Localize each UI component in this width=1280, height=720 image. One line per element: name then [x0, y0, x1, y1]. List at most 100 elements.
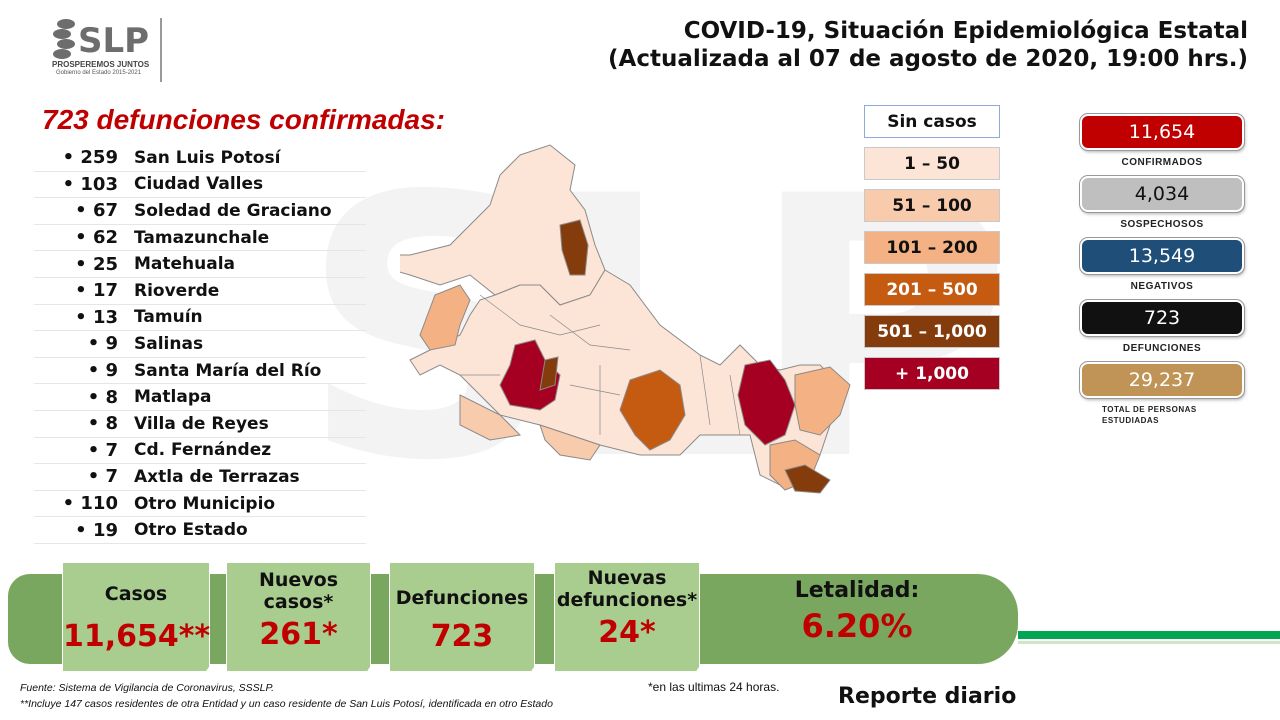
municipality-name: Tamuín: [134, 307, 203, 328]
municipality-name: Salinas: [134, 333, 204, 354]
municipality-deaths: • 8: [87, 386, 118, 408]
municipality-name: Matlapa: [134, 387, 212, 408]
card-nuevas-def-value: 24*: [598, 615, 656, 650]
municipality-name: Cd. Fernández: [134, 440, 272, 461]
stat-label: CONFIRMADOS: [1121, 157, 1203, 168]
municipality-row: • 19 Otro Estado: [34, 517, 366, 544]
municipality-row: • 17 Rioverde: [34, 278, 366, 305]
letalidad-block: Letalidad: 6.20%: [752, 578, 962, 645]
decor-green-line: [1018, 631, 1280, 639]
summary-stats: 11,654 CONFIRMADOS 4,034 SOSPECHOSOS 13,549 N…: [1079, 113, 1245, 428]
municipality-deaths: • 67: [75, 200, 118, 222]
report-label: Reporte diario: [838, 684, 1017, 709]
municipality-deaths: • 9: [87, 333, 118, 355]
stat-value: 4,034: [1079, 175, 1245, 213]
title-line-1: COVID-19, Situación Epidemiológica Estat…: [683, 18, 1248, 44]
municipality-deaths: • 17: [75, 280, 118, 302]
logo-divider: [160, 18, 162, 82]
map-region-tamazunchale: [784, 464, 831, 494]
stat-value: 29,237: [1079, 361, 1245, 399]
map-region-south: [539, 424, 601, 461]
map-region-west: [459, 394, 522, 441]
municipality-row: • 67 Soledad de Graciano: [34, 198, 366, 225]
municipality-deaths: • 19: [75, 519, 118, 541]
logo-text: SLP: [78, 21, 149, 61]
stat-label: TOTAL DE PERSONAS ESTUDIADAS: [1102, 405, 1197, 425]
footer-note: **Incluye 147 casos residentes de otra E…: [20, 698, 553, 710]
municipality-name: Villa de Reyes: [134, 413, 269, 434]
stat-label: DEFUNCIONES: [1122, 343, 1202, 354]
card-nuevas-defunciones: Nuevas defunciones* 24*: [554, 562, 700, 672]
municipality-name: Santa María del Río: [134, 360, 322, 381]
municipality-deaths: • 62: [75, 227, 118, 249]
state-choropleth-map: [400, 144, 851, 494]
card-casos-label: Casos: [104, 583, 168, 605]
map-region-plaza: [419, 284, 471, 351]
legend-item: 101 – 200: [864, 231, 1000, 264]
municipality-name: Axtla de Terrazas: [134, 466, 300, 487]
municipality-deaths: • 9: [87, 360, 118, 382]
stat-label: SOSPECHOSOS: [1120, 219, 1204, 230]
municipality-row: • 103 Ciudad Valles: [34, 172, 366, 199]
stat-value: 13,549: [1079, 237, 1245, 275]
map-legend: Sin casos 1 – 50 51 – 100 101 – 200 201 – 50…: [864, 105, 1000, 399]
card-nuevos-casos: Nuevos casos* 261*: [226, 562, 371, 672]
municipality-row: • 259 San Luis Potosí: [34, 145, 366, 172]
card-nuevas-def-label: Nuevas defunciones*: [556, 567, 698, 611]
municipality-name: Tamazunchale: [134, 227, 270, 248]
municipality-name: Soledad de Graciano: [134, 200, 332, 221]
municipality-row: • 13 Tamuín: [34, 305, 366, 332]
municipality-row: • 62 Tamazunchale: [34, 225, 366, 252]
card-casos-value: 11,654**: [63, 619, 211, 654]
municipality-deaths: • 7: [87, 466, 118, 488]
slp-logo: SLP: [53, 19, 149, 61]
legend-item: 51 – 100: [864, 189, 1000, 222]
municipality-deaths: • 13: [75, 306, 118, 328]
municipality-name: Ciudad Valles: [134, 174, 264, 195]
footer-note-24h: *en las ultimas 24 horas.: [648, 680, 780, 694]
map-region-valles: [737, 359, 796, 446]
deaths-by-municipality-list: • 259 San Luis Potosí • 103 Ciudad Valles • …: [34, 145, 366, 544]
municipality-deaths: • 25: [75, 253, 118, 275]
stat-value: 11,654: [1079, 113, 1245, 151]
card-nuevos-value: 261*: [259, 617, 338, 652]
map-region-soledad: [539, 356, 559, 391]
card-casos: Casos 11,654**: [62, 562, 210, 672]
map-region-matehuala: [559, 219, 589, 276]
legend-item: 501 – 1,000: [864, 315, 1000, 348]
municipality-row: • 8 Villa de Reyes: [34, 411, 366, 438]
municipality-row: • 7 Axtla de Terrazas: [34, 464, 366, 491]
card-defunciones: Defunciones 723: [389, 562, 535, 672]
municipality-row: • 7 Cd. Fernández: [34, 438, 366, 465]
map-region-slp-capital: [499, 339, 561, 411]
map-region-rioverde: [619, 369, 686, 451]
logo-tagline: PROSPEREMOS JUNTOS: [52, 60, 150, 69]
legend-item: 1 – 50: [864, 147, 1000, 180]
stat-value: 723: [1079, 299, 1245, 337]
decor-green-line-light: [1018, 641, 1280, 644]
legend-item: 201 – 500: [864, 273, 1000, 306]
municipality-name: Matehuala: [134, 254, 236, 275]
municipality-deaths: • 110: [62, 493, 118, 515]
municipality-deaths: • 8: [87, 413, 118, 435]
municipality-row: • 110 Otro Municipio: [34, 491, 366, 518]
map-region-huasteca-east: [794, 366, 851, 436]
logo-subline: Gobierno del Estado 2015-2021: [56, 70, 142, 76]
stat-label: NEGATIVOS: [1130, 281, 1194, 292]
footer-source: Fuente: Sistema de Vigilancia de Coronav…: [20, 682, 275, 694]
card-defunciones-value: 723: [430, 619, 494, 654]
title-line-2: (Actualizada al 07 de agosto de 2020, 19…: [608, 46, 1248, 72]
letalidad-label: Letalidad:: [794, 578, 920, 603]
municipality-deaths: • 259: [62, 147, 118, 169]
letalidad-value: 6.20%: [801, 607, 913, 645]
card-nuevos-label: Nuevos casos*: [258, 569, 339, 613]
municipality-name: Otro Municipio: [134, 493, 276, 514]
municipality-deaths: • 7: [87, 439, 118, 461]
deaths-heading: 723 defunciones confirmadas:: [42, 104, 446, 135]
legend-item: Sin casos: [864, 105, 1000, 138]
card-defunciones-label: Defunciones: [395, 587, 529, 609]
map-region-center: [409, 269, 841, 486]
page-title: COVID-19, Situación Epidemiológica Estat…: [608, 18, 1248, 72]
municipality-row: • 25 Matehuala: [34, 251, 366, 278]
municipality-row: • 8 Matlapa: [34, 384, 366, 411]
